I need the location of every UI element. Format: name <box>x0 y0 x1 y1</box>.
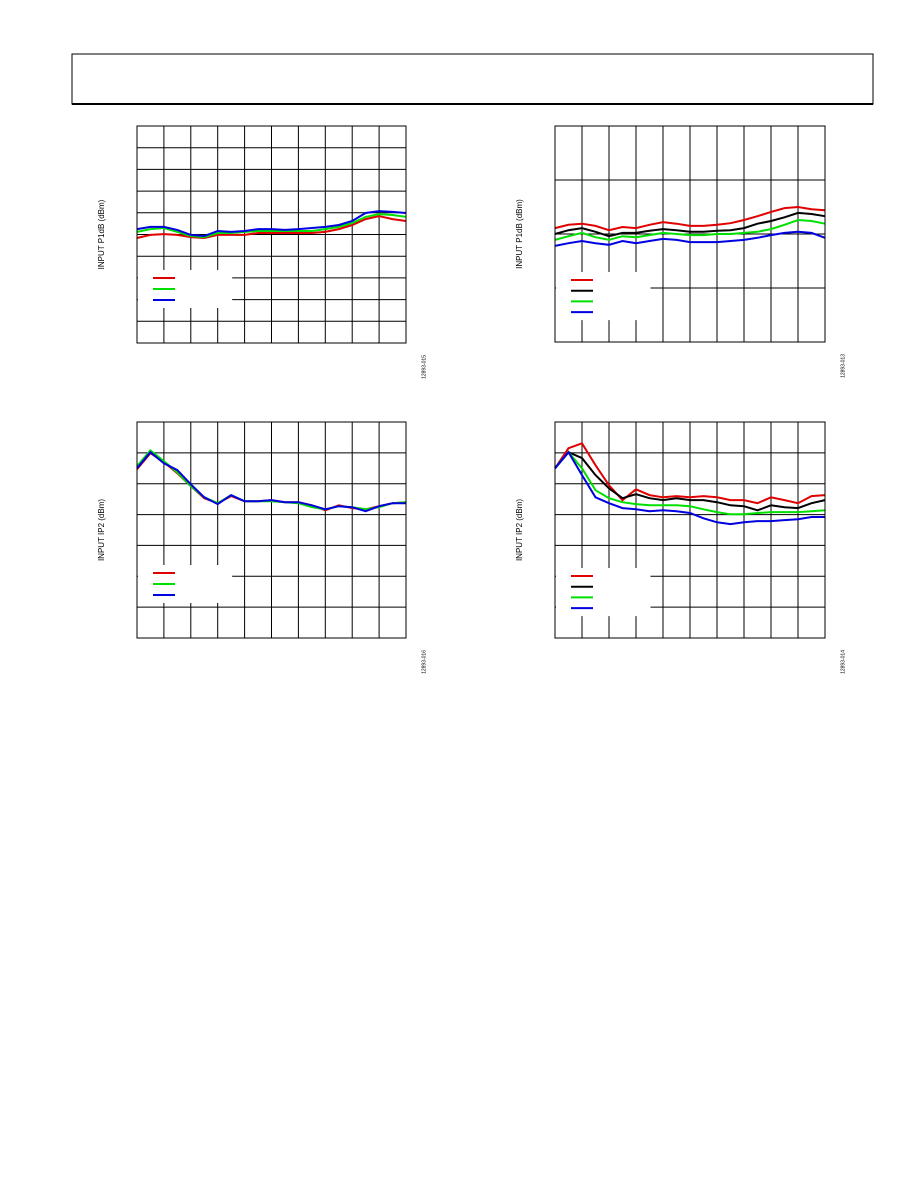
data-line <box>554 211 826 238</box>
y-axis-label: INPUT IP2 (dBm) <box>97 499 106 561</box>
plot-border <box>136 421 407 639</box>
legend-box <box>138 565 233 603</box>
legend-box <box>556 272 651 321</box>
data-line <box>554 450 825 526</box>
data-line <box>554 205 826 232</box>
data-line <box>136 215 407 240</box>
legend-box <box>138 270 233 308</box>
data-line <box>554 450 826 516</box>
y-axis-label: INPUT IP2 (dBm) <box>515 499 524 561</box>
data-line <box>136 210 407 238</box>
y-axis-label: INPUT P1dB (dBm) <box>515 199 524 269</box>
header-box <box>71 53 874 105</box>
data-line <box>554 442 826 505</box>
plot-border <box>136 125 407 344</box>
figure-id: 12893-014 <box>840 650 846 674</box>
figure-id: 12893-016 <box>421 650 427 674</box>
data-line <box>136 450 406 513</box>
data-line <box>554 450 826 512</box>
legend-box <box>556 568 651 617</box>
plot-border <box>554 421 826 639</box>
data-line <box>136 449 407 511</box>
data-line <box>554 218 826 241</box>
figure-id: 12893-015 <box>421 355 427 379</box>
plot-border <box>554 125 826 343</box>
figure-id: 12893-013 <box>840 354 846 378</box>
data-line <box>136 213 407 239</box>
data-line <box>554 230 826 247</box>
y-axis-label: INPUT P1dB (dBm) <box>97 199 106 269</box>
